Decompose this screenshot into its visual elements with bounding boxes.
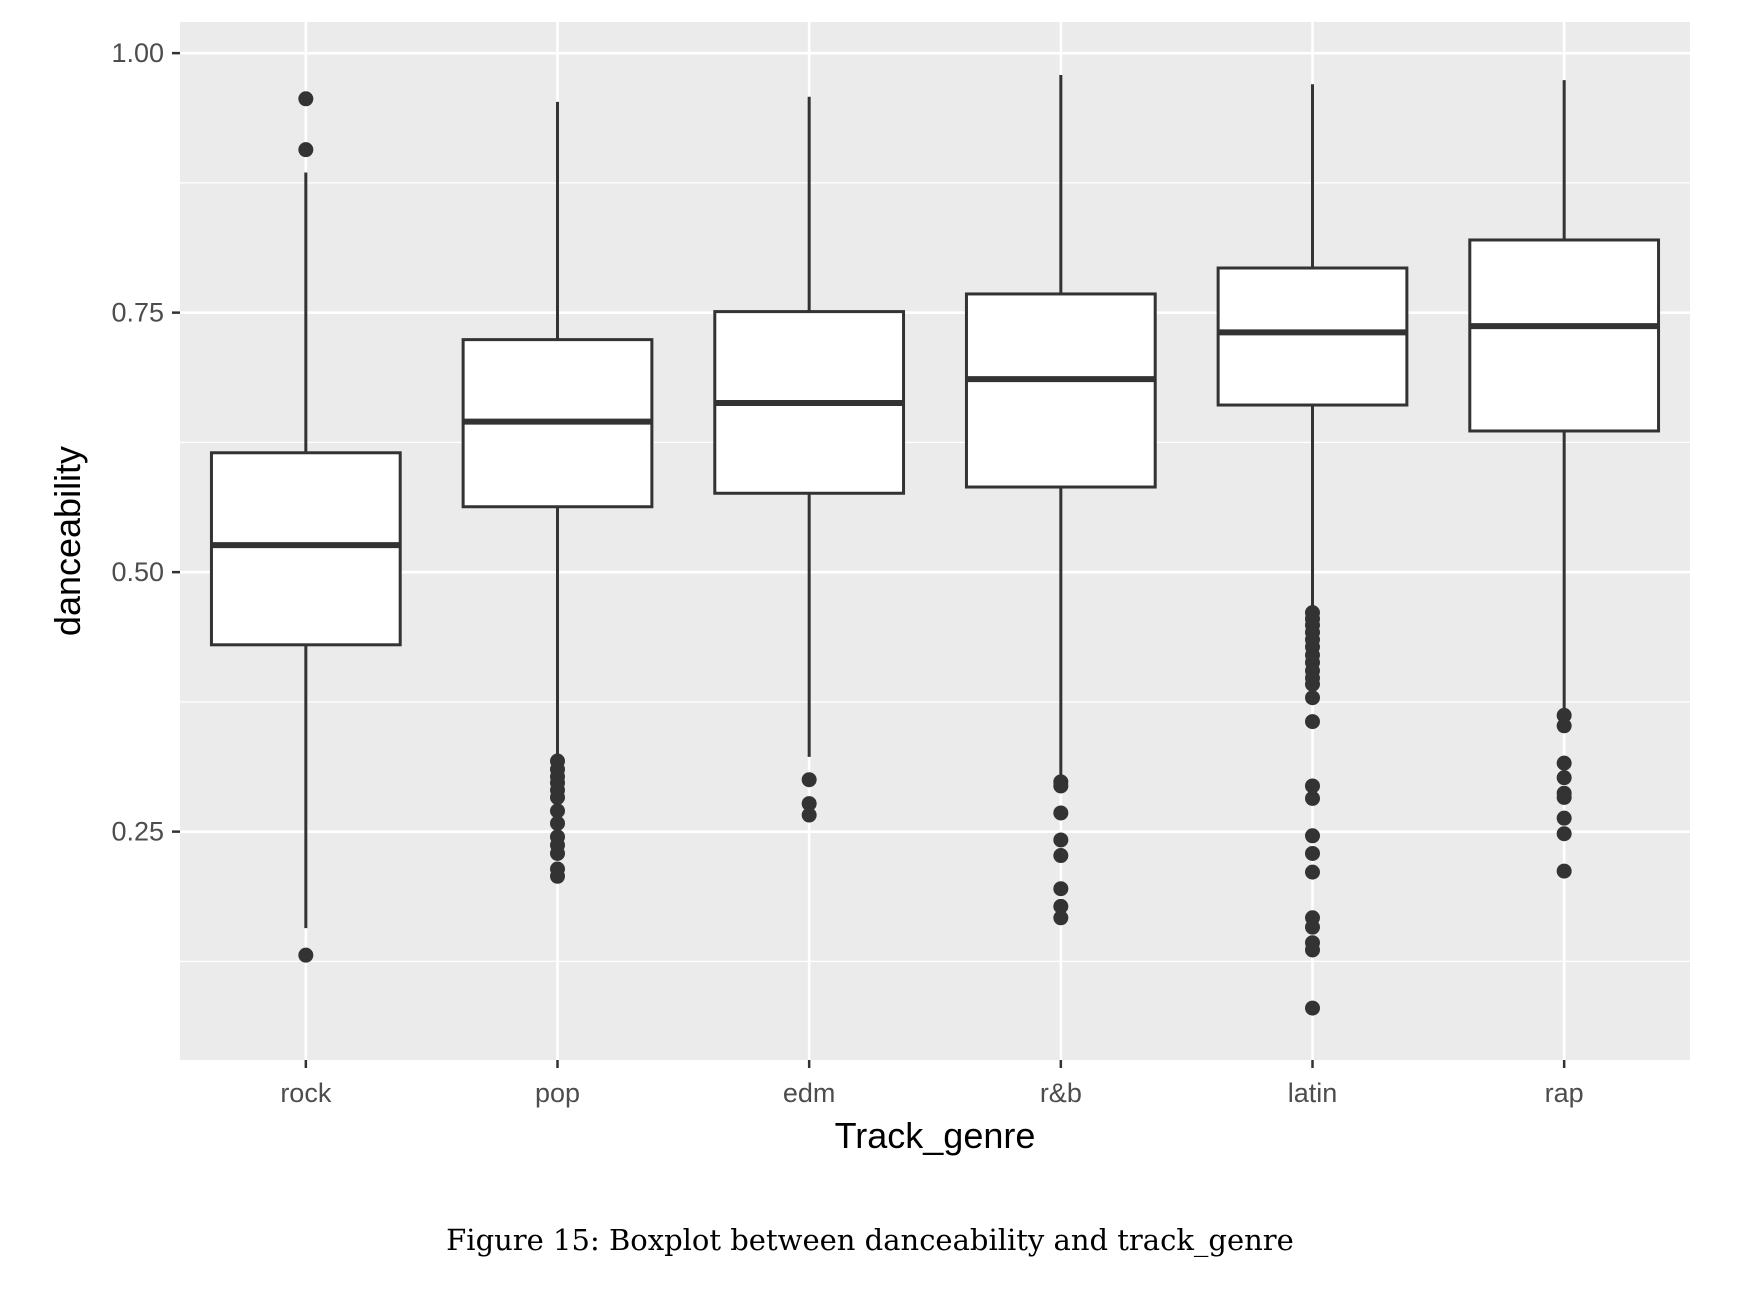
- outlier-point: [550, 803, 565, 819]
- outlier-point: [1556, 718, 1572, 734]
- outlier-point: [1305, 942, 1320, 958]
- y-axis: 0.25 0.50 0.75 1.00: [111, 38, 180, 847]
- box-pop: [461, 101, 654, 884]
- outlier-point: [1053, 778, 1069, 794]
- outlier-point: [1556, 707, 1572, 723]
- x-tick-label: edm: [783, 1078, 836, 1108]
- outlier-point: [550, 868, 565, 884]
- outlier-point: [1053, 881, 1069, 897]
- plot-panel: [180, 22, 1690, 1060]
- x-tick-label: pop: [535, 1078, 580, 1108]
- outlier-point: [801, 807, 817, 823]
- x-tick-label: r&b: [1040, 1078, 1082, 1108]
- outlier-point: [801, 796, 817, 812]
- y-tick-label: 0.25: [111, 817, 164, 847]
- x-axis: rock pop edm r&b latin rap: [280, 1060, 1584, 1108]
- outlier-point: [1053, 910, 1069, 926]
- outlier-point: [298, 91, 314, 107]
- y-axis-title: danceability: [47, 446, 88, 636]
- outlier-point: [1305, 828, 1320, 844]
- outlier-point: [1305, 845, 1320, 861]
- iqr-box: [1468, 238, 1661, 433]
- outlier-point: [1556, 755, 1572, 771]
- outlier-point: [1305, 690, 1320, 706]
- y-tick-label: 0.75: [111, 298, 164, 328]
- y-tick-label: 1.00: [111, 38, 164, 68]
- boxes: [209, 74, 1661, 1016]
- minor-grid: [180, 182, 1690, 963]
- iqr-box: [964, 292, 1157, 489]
- outlier-point: [801, 772, 817, 788]
- x-tick-label: rock: [280, 1078, 332, 1108]
- figure-caption: Figure 15: Boxplot between danceability …: [446, 1223, 1294, 1258]
- box-rap: [1468, 80, 1661, 879]
- outlier-point: [1053, 805, 1069, 821]
- outlier-point: [1556, 826, 1572, 842]
- outlier-point: [1305, 676, 1320, 692]
- outlier-point: [1305, 919, 1320, 935]
- outlier-point: [1556, 789, 1572, 805]
- box-latin: [1216, 84, 1409, 1016]
- outlier-point: [550, 789, 565, 805]
- iqr-box: [1216, 266, 1409, 407]
- outlier-point: [1305, 864, 1320, 880]
- outlier-point: [550, 815, 565, 831]
- box-rock: [209, 91, 402, 963]
- outlier-point: [1053, 832, 1069, 848]
- outlier-point: [298, 142, 314, 158]
- iqr-box: [209, 451, 402, 647]
- outlier-point: [1556, 863, 1572, 879]
- outlier-point: [1305, 1000, 1320, 1016]
- box-edm: [713, 96, 906, 823]
- outlier-point: [550, 845, 565, 861]
- x-axis-title: Track_genre: [835, 1115, 1036, 1156]
- outlier-point: [1053, 898, 1069, 914]
- outlier-point: [1556, 810, 1572, 826]
- y-tick-label: 0.50: [111, 557, 164, 587]
- outlier-point: [1556, 770, 1572, 786]
- x-tick-label: latin: [1288, 1078, 1338, 1108]
- outlier-point: [1053, 848, 1069, 864]
- x-tick-label: rap: [1545, 1078, 1584, 1108]
- outlier-point: [1305, 778, 1320, 794]
- box-rb: [964, 74, 1157, 926]
- outlier-point: [298, 947, 314, 963]
- outlier-point: [1305, 714, 1320, 730]
- outlier-point: [1305, 790, 1320, 806]
